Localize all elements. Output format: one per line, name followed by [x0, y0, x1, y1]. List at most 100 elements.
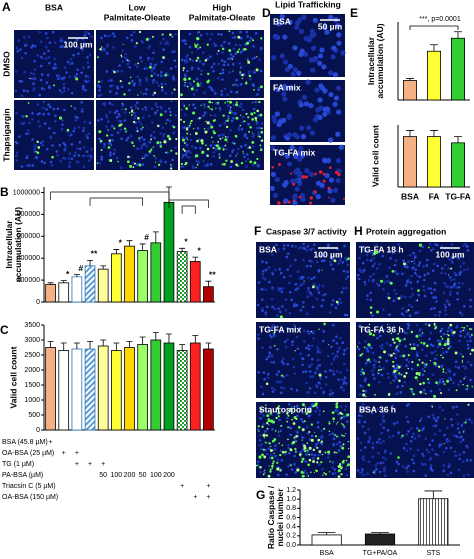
green-signal [340, 466, 343, 469]
green-signal [224, 102, 226, 104]
nucleus [346, 275, 350, 279]
nucleus [383, 450, 387, 454]
green-signal [205, 120, 207, 123]
green-signal [136, 130, 139, 133]
nucleus [270, 145, 276, 151]
error-bar [166, 333, 172, 343]
nucleus [403, 380, 407, 384]
nucleus [377, 284, 381, 287]
green-signal [275, 416, 278, 420]
nucleus [203, 91, 206, 94]
nucleus [229, 165, 233, 169]
nucleus [221, 71, 225, 75]
nucleus [257, 333, 260, 336]
green-signal [321, 269, 323, 271]
nucleus [391, 404, 395, 407]
green-signal [251, 118, 254, 121]
nucleus [128, 88, 131, 92]
nucleus [62, 86, 66, 90]
nucleus [367, 278, 371, 282]
nucleus [129, 134, 133, 138]
nucleus [422, 427, 425, 430]
nucleus [294, 24, 300, 30]
y-tick-label: 800000 [17, 211, 40, 218]
nucleus [68, 165, 72, 168]
nucleus [427, 450, 431, 454]
green-signal [209, 108, 211, 110]
nucleus [106, 44, 109, 48]
nucleus [375, 467, 378, 471]
nucleus [447, 326, 451, 330]
nucleus [305, 453, 308, 456]
green-signal [175, 137, 178, 141]
nucleus [210, 32, 214, 36]
nucleus [31, 138, 34, 141]
table-cell: + [75, 461, 79, 468]
nucleus [346, 263, 350, 267]
nucleus [108, 102, 112, 105]
nucleus [462, 451, 466, 454]
nucleus [328, 177, 335, 183]
nucleus [332, 437, 336, 441]
green-signal [433, 322, 436, 325]
nucleus [257, 371, 260, 374]
green-signal [389, 281, 393, 285]
y-tick-label: 600000 [17, 233, 40, 240]
nucleus [381, 254, 385, 258]
bar [97, 345, 109, 431]
nucleus [328, 91, 334, 98]
nucleus [364, 405, 367, 409]
nucleus [225, 147, 228, 151]
nucleus [321, 284, 325, 288]
nucleus [88, 53, 92, 57]
nucleus [278, 267, 281, 271]
nucleus [457, 285, 461, 289]
nucleus [140, 144, 144, 148]
green-signal [375, 250, 379, 254]
nucleus [28, 121, 31, 125]
nucleus [331, 432, 335, 436]
nucleus [420, 332, 423, 336]
nucleus [388, 435, 391, 439]
nucleus [192, 103, 195, 106]
bar [45, 284, 56, 303]
green-signal [254, 116, 258, 120]
nucleus [292, 194, 298, 200]
nucleus [316, 350, 320, 354]
error-bar [113, 342, 120, 351]
green-signal [190, 87, 194, 91]
green-signal [320, 442, 322, 444]
nucleus [103, 34, 107, 38]
green-signal [397, 456, 400, 459]
nucleus [68, 62, 72, 66]
green-signal [442, 347, 444, 349]
nucleus [38, 93, 41, 97]
green-signal [194, 154, 199, 158]
nucleus [409, 281, 413, 284]
green-signal [466, 325, 468, 327]
nucleus [188, 45, 192, 49]
nucleus [405, 310, 408, 313]
nucleus [435, 300, 438, 303]
green-signal [391, 330, 394, 332]
nucleus [282, 275, 286, 279]
nucleus [289, 274, 292, 278]
error-bar [152, 332, 159, 340]
bar [176, 350, 188, 431]
nucleus [277, 248, 280, 251]
nucleus [306, 391, 309, 394]
nucleus [304, 168, 310, 174]
nucleus [450, 243, 454, 246]
green-signal [260, 130, 264, 134]
nucleus [294, 258, 297, 262]
nucleus [448, 258, 451, 261]
nucleus [457, 257, 460, 260]
nucleus [148, 37, 151, 40]
nucleus [327, 243, 330, 247]
green-signal [166, 134, 170, 138]
nucleus [361, 261, 365, 265]
nucleus [418, 419, 422, 423]
green-signal [260, 37, 263, 40]
nucleus [23, 44, 27, 47]
error-bar [113, 249, 120, 254]
